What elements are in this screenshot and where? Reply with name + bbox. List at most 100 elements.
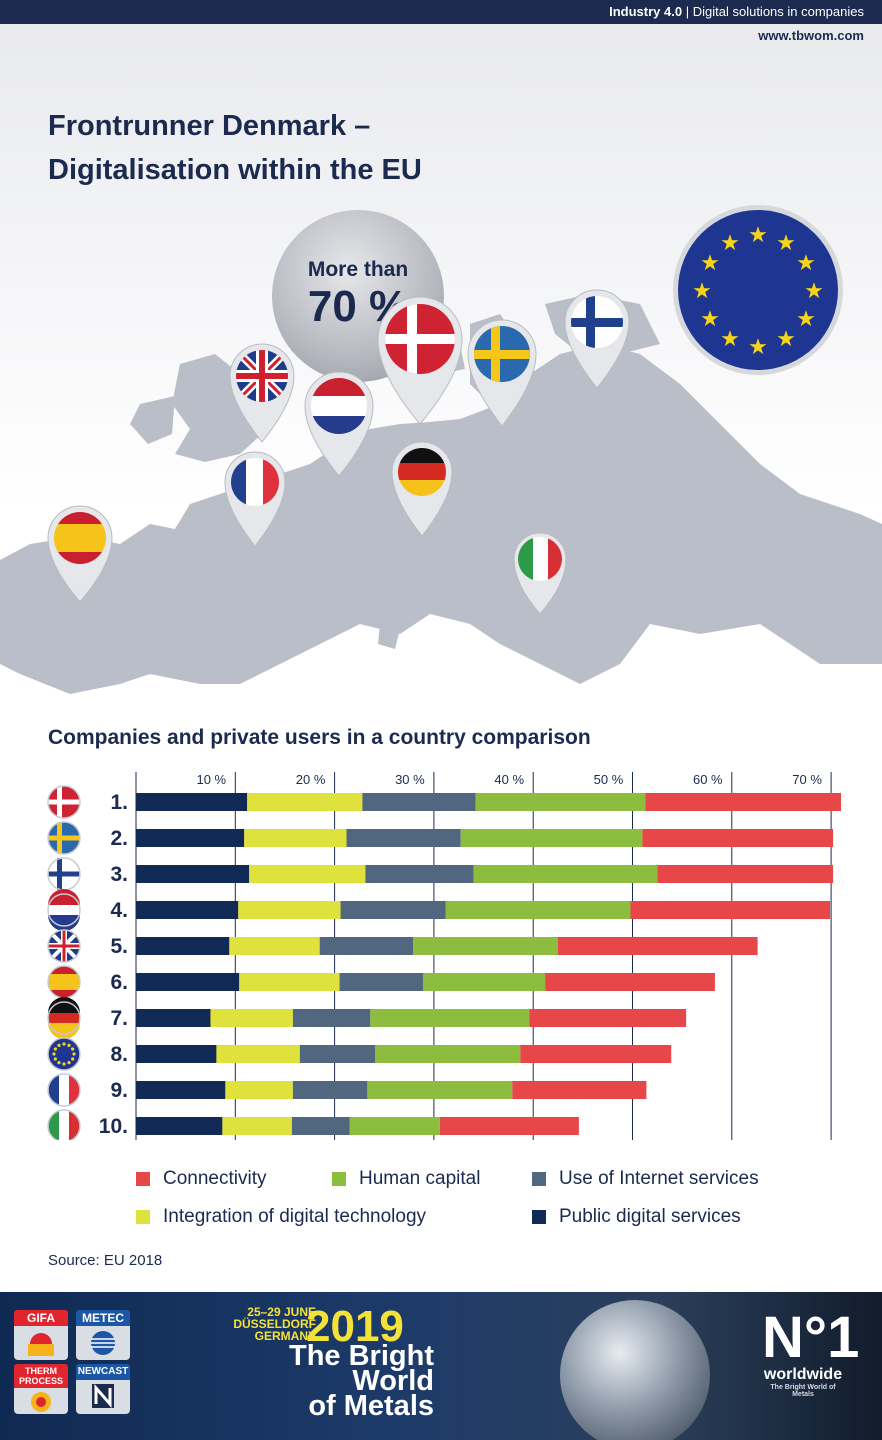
- flag-finland-icon: [48, 871, 80, 877]
- legend-label-human-capital: Human capital: [359, 1168, 481, 1189]
- bar-segment-public-digital-services: [136, 829, 245, 847]
- bar-segment-connectivity: [558, 937, 758, 955]
- rank-label: 6.: [110, 971, 128, 994]
- event-slogan: The Bright World of Metals: [190, 1342, 434, 1421]
- legend-swatch-human-capital: [332, 1172, 346, 1186]
- n1-mark: N°1: [762, 1305, 860, 1370]
- eu-flag-icon: ★ ★ ★ ★ ★ ★ ★ ★ ★ ★ ★ ★: [678, 210, 838, 370]
- section-label: Industry 4.0: [609, 4, 683, 19]
- rank-label: 7.: [110, 1007, 128, 1030]
- thermprocess-logo: THERM PROCESS: [14, 1364, 68, 1414]
- bar-segment-connectivity: [439, 1117, 579, 1135]
- bar-segment-use-of-internet-services: [299, 1045, 376, 1063]
- flag-france-icon: [48, 1075, 59, 1105]
- bar-segment-use-of-internet-services: [346, 829, 461, 847]
- top-bar: Industry 4.0 | Digital solutions in comp…: [0, 0, 882, 24]
- flag-eu-icon: [53, 1047, 57, 1051]
- flag-eu-icon: [62, 1042, 66, 1046]
- bar-segment-public-digital-services: [136, 793, 248, 811]
- flag-eu-icon: [53, 1057, 57, 1061]
- bar-segment-integration-of-digital-technology: [239, 973, 340, 991]
- flag-eu-icon: [67, 1043, 71, 1047]
- metec-logo-text: METEC: [76, 1310, 130, 1326]
- bar-segment-connectivity: [512, 1081, 647, 1099]
- x-tick-label: 30 %: [395, 772, 425, 787]
- bar-segment-use-of-internet-services: [365, 865, 474, 883]
- separator: |: [685, 4, 690, 19]
- flag-italy-icon: [47, 1109, 81, 1140]
- bar-segment-human-capital: [473, 865, 658, 883]
- website-link[interactable]: www.tbwom.com: [758, 28, 864, 43]
- bar-segment-use-of-internet-services: [292, 1081, 368, 1099]
- flag-eu-icon: [62, 1062, 66, 1066]
- svg-text:★: ★: [720, 231, 740, 256]
- rank-label: 9.: [110, 1079, 128, 1102]
- legend-integration: Integration of digital technology: [136, 1206, 426, 1228]
- pin-sweden: [467, 319, 537, 427]
- x-tick-label: 50 %: [594, 772, 624, 787]
- bar-segment-integration-of-digital-technology: [247, 793, 363, 811]
- rank-label: 4.: [110, 899, 128, 922]
- svg-text:★: ★: [720, 327, 740, 352]
- svg-text:★: ★: [776, 231, 796, 256]
- pin-italy: [513, 532, 567, 615]
- bar-segment-human-capital: [460, 829, 643, 847]
- bar-segment-connectivity: [657, 865, 834, 883]
- flag-eu-icon: [71, 1057, 75, 1061]
- flag-eu-icon: [47, 1037, 81, 1071]
- flag-eu-icon: [52, 1052, 56, 1056]
- bar-segment-human-capital: [367, 1081, 513, 1099]
- flag-united-kingdom-icon: [48, 944, 80, 948]
- eu-stars-icon: ★ ★★ ★★★ ★★★ ★★★: [692, 223, 824, 360]
- bar-segment-human-capital: [413, 937, 559, 955]
- newcast-logo: NEWCAST: [76, 1364, 130, 1414]
- event-banner: GIFA METEC THERM PROCESS NEWCAST 25–29 J…: [0, 1292, 882, 1440]
- bar-segment-connectivity: [545, 973, 715, 991]
- flag-sweden-icon: [48, 835, 80, 841]
- stacked-bar-chart: 10 % 20 % 30 % 40 % 50 % 60 % 70 % 1. 2. 3. 4. 5. 6.…: [47, 772, 842, 1140]
- bar-segment-connectivity: [642, 829, 834, 847]
- bar-segment-human-capital: [370, 1009, 530, 1027]
- bar-segment-human-capital: [445, 901, 631, 919]
- source-note: Source: EU 2018: [48, 1252, 163, 1269]
- rank-label: 3.: [110, 863, 128, 886]
- flag-france-icon: [47, 1073, 81, 1107]
- bar-segment-human-capital: [349, 1117, 440, 1135]
- bar-segment-integration-of-digital-technology: [210, 1009, 293, 1027]
- flag-italy-icon: [69, 1111, 80, 1140]
- pin-germany: [391, 441, 453, 537]
- n1-word: worldwide: [763, 1366, 843, 1383]
- bar-segment-public-digital-services: [136, 1117, 223, 1135]
- chart-title: Companies and private users in a country…: [48, 726, 591, 749]
- bar-segment-use-of-internet-services: [362, 793, 476, 811]
- title-line-2: Digitalisation within the EU: [48, 154, 422, 186]
- bar-segment-use-of-internet-services: [291, 1117, 350, 1135]
- bar-segment-integration-of-digital-technology: [229, 937, 320, 955]
- bar-segment-use-of-internet-services: [339, 973, 423, 991]
- pin-uk: [229, 343, 295, 443]
- bar-segment-human-capital: [375, 1045, 521, 1063]
- svg-text:★: ★: [776, 327, 796, 352]
- bar-segment-human-capital: [422, 973, 546, 991]
- n1-tagline: The Bright World of Metals: [770, 1384, 836, 1398]
- thermprocess-logo-text: THERM PROCESS: [14, 1364, 68, 1388]
- legend-swatch-integration: [136, 1210, 150, 1224]
- bar-segment-public-digital-services: [136, 1045, 217, 1063]
- rank-label: 8.: [110, 1043, 128, 1066]
- flag-eu-icon: [57, 1043, 61, 1047]
- bar-segment-integration-of-digital-technology: [244, 829, 347, 847]
- slogan-line-2: World: [352, 1365, 434, 1397]
- globe-image: [560, 1300, 710, 1440]
- flag-germany-icon: [48, 997, 80, 1013]
- flag-eu-icon: [57, 1061, 61, 1065]
- bar-segment-integration-of-digital-technology: [216, 1045, 300, 1063]
- event-city: DÜSSELDORF: [233, 1317, 316, 1331]
- rank-label: 10.: [99, 1115, 128, 1138]
- legend-label-internet-services: Use of Internet services: [559, 1168, 759, 1189]
- flag-eu-icon: [72, 1052, 76, 1056]
- x-tick-label: 70 %: [792, 772, 822, 787]
- legend-connectivity: Connectivity: [136, 1168, 267, 1190]
- svg-text:★: ★: [692, 279, 712, 304]
- legend-swatch-public-services: [532, 1210, 546, 1224]
- event-dates: 25–29 JUNE DÜSSELDORF GERMANY: [196, 1306, 316, 1342]
